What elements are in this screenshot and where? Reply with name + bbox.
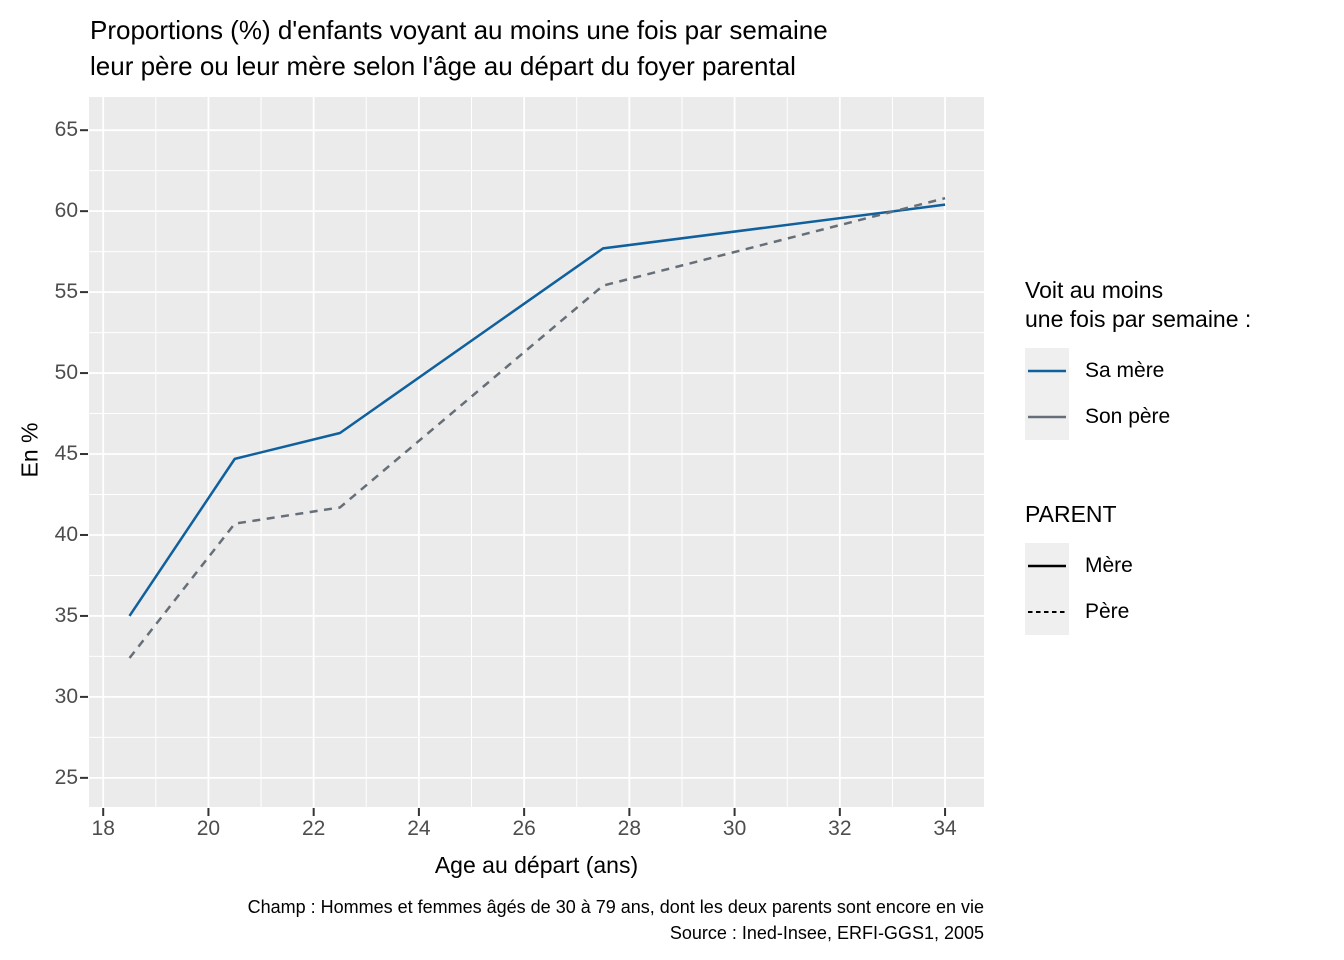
x-tick-label: 24	[407, 817, 431, 840]
plot-panel	[89, 97, 984, 807]
y-tick-label: 40	[54, 522, 78, 546]
legend-key-sa-mere	[1025, 348, 1069, 394]
legend-item-sa-mere: Sa mère	[1025, 348, 1251, 394]
y-tick-label: 55	[54, 280, 78, 304]
x-tick-label: 18	[91, 817, 115, 840]
pere-key-dashed-line-icon	[1028, 611, 1066, 613]
legend-label-sa-mere: Sa mère	[1085, 359, 1165, 382]
legend-label-pere: Père	[1085, 600, 1130, 623]
chart-title-line-2: leur père ou leur mère selon l'âge au dé…	[90, 51, 796, 81]
legend-key-mere	[1025, 543, 1069, 589]
x-tick-label: 32	[828, 817, 852, 840]
series-line-sa-m-re	[128, 203, 946, 617]
legend-color-title: Voit au moins une fois par semaine :	[1025, 276, 1251, 334]
y-tick-label: 60	[54, 199, 78, 223]
x-tick-label: 26	[512, 817, 536, 840]
y-tick-label: 50	[54, 361, 78, 385]
legend-label-mere: Mère	[1085, 554, 1133, 577]
legend-label-son-pere: Son père	[1085, 405, 1171, 428]
legend-color-items: Sa mère Son père	[1025, 348, 1251, 440]
y-tick-label: 25	[54, 765, 78, 789]
x-tick-label: 30	[722, 817, 747, 840]
mere-key-solid-line-icon	[1028, 564, 1066, 568]
y-tick-label: 35	[54, 603, 78, 627]
caption-source: Source : Ined-Insee, ERFI-GGS1, 2005	[669, 923, 984, 943]
caption-champ: Champ : Hommes et femmes âgés de 30 à 79…	[247, 897, 984, 917]
son-pere-key-line-icon	[1028, 415, 1066, 419]
x-tick-label: 22	[301, 817, 326, 840]
y-tick-label: 65	[54, 118, 78, 142]
legend-voit-au-moins: Voit au moins une fois par semaine : Sa …	[1025, 276, 1251, 440]
chart-title: Proportions (%) d'enfants voyant au moin…	[90, 12, 828, 84]
chart-title-line-1: Proportions (%) d'enfants voyant au moin…	[90, 15, 828, 45]
x-tick-label: 20	[196, 817, 221, 840]
series-line-son-p-re	[128, 196, 946, 659]
y-tick-label: 30	[54, 684, 78, 708]
sa-mere-key-line-icon	[1028, 369, 1066, 373]
legend-color-title-line-1: Voit au moins	[1025, 277, 1164, 303]
legend-item-pere: Père	[1025, 589, 1133, 635]
legend-key-pere	[1025, 589, 1069, 635]
legend-parent-items: Mère Père	[1025, 543, 1133, 635]
legend-color-title-line-2: une fois par semaine :	[1025, 306, 1252, 332]
x-axis-title: Age au départ (ans)	[434, 852, 639, 878]
y-tick-label: 45	[54, 442, 78, 466]
legend-item-son-pere: Son père	[1025, 394, 1251, 440]
legend-key-son-pere	[1025, 394, 1069, 440]
caption: Champ : Hommes et femmes âgés de 30 à 79…	[0, 894, 984, 946]
legend-parent-title: PARENT	[1025, 501, 1117, 527]
legend-parent: PARENT Mère Père	[1025, 500, 1133, 635]
x-tick-label: 34	[933, 817, 957, 840]
x-tick-label: 28	[617, 817, 642, 840]
legend-item-mere: Mère	[1025, 543, 1133, 589]
